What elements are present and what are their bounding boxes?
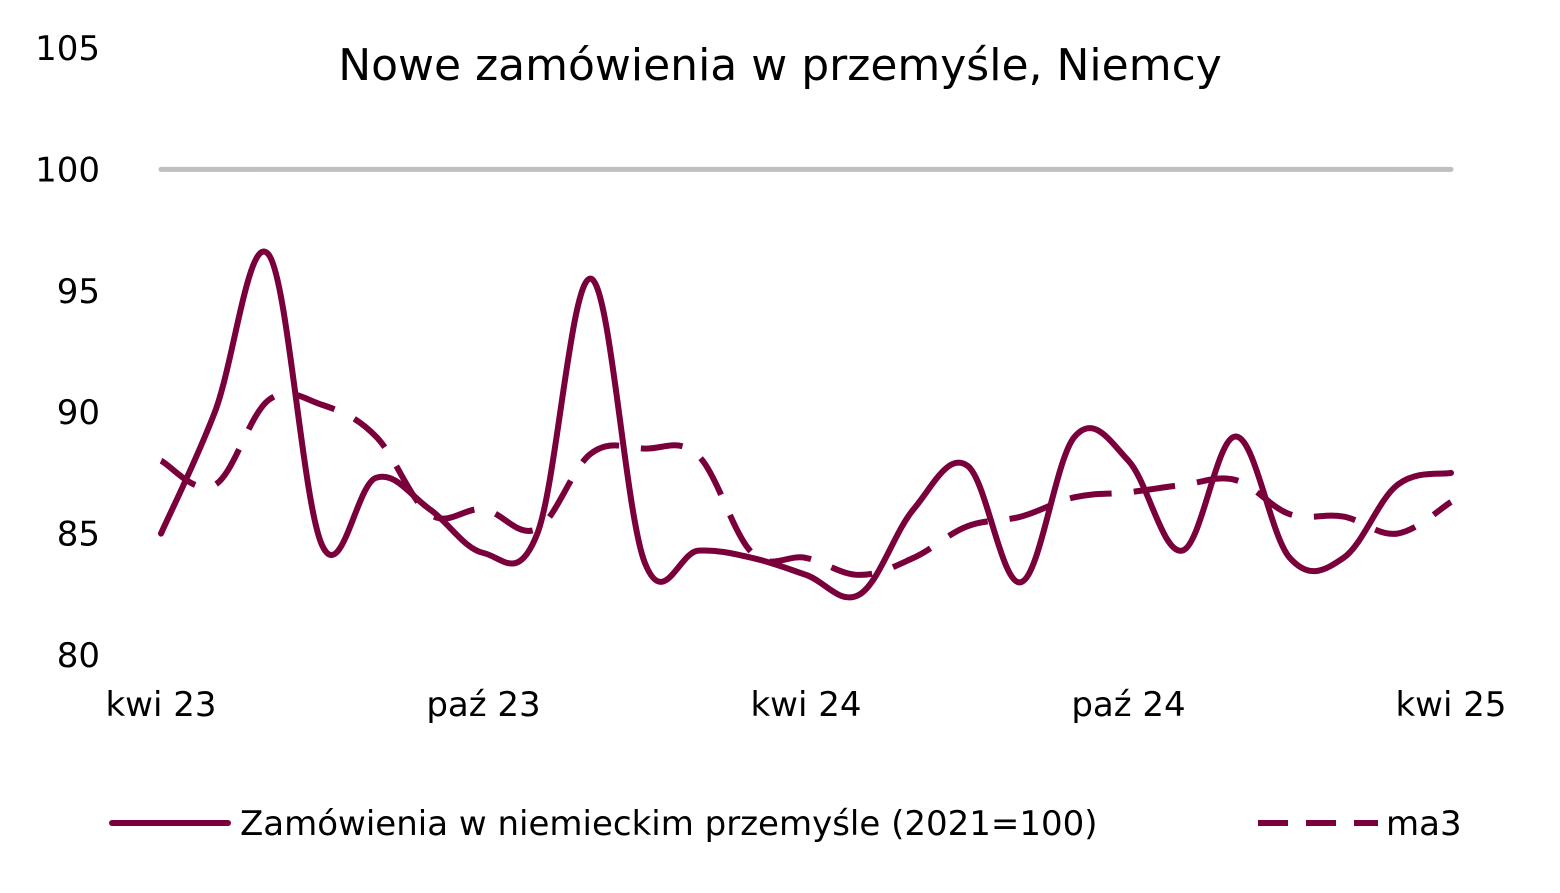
x-tick-label: kwi 25 [1395,685,1506,725]
x-tick-label: paź 23 [426,685,540,725]
series-line-orders [158,248,1454,601]
legend-label: ma3 [1386,804,1462,844]
y-tick-label: 105 [35,29,100,69]
x-axis: kwi 23 paź 23 kwi 24 paź 24 kwi 25 [105,685,1506,725]
legend-label: Zamówienia w niemieckim przemyśle (2021=… [240,804,1098,844]
y-tick-label: 80 [57,636,100,676]
chart-title: Nowe zamówienia w przemyśle, Niemcy [338,40,1222,91]
x-tick-label: kwi 23 [105,685,216,725]
y-tick-label: 85 [57,515,100,555]
y-axis: 80 85 90 95 100 105 [35,29,100,676]
x-tick-label: kwi 24 [750,685,861,725]
x-tick-label: paź 24 [1071,685,1185,725]
y-tick-label: 90 [57,393,100,433]
y-tick-label: 95 [57,272,100,312]
series-lines [158,248,1454,601]
legend: Zamówienia w niemieckim przemyśle (2021=… [109,804,1462,844]
series-line-ma3 [159,390,1453,578]
y-tick-label: 100 [35,150,100,190]
